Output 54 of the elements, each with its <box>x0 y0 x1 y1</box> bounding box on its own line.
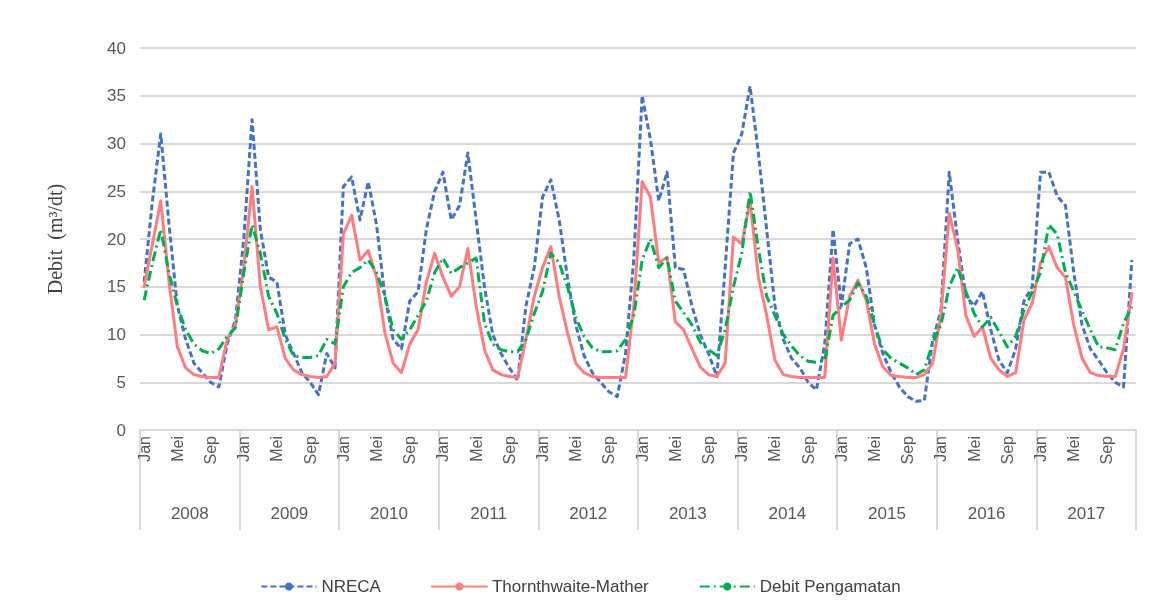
x-tick-label: Mei <box>368 436 386 462</box>
text: 2017 <box>1067 504 1106 523</box>
x-tick-label: Mei <box>866 436 884 462</box>
x-tick-label: Jan <box>334 436 352 462</box>
x-tick-label: Sep <box>1098 435 1116 465</box>
y-tick-label: 10 <box>107 325 126 344</box>
x-tick-label: Sep <box>600 435 618 465</box>
x-tick-label: Sep <box>401 435 419 465</box>
x-tick-label: Sep <box>700 435 718 465</box>
y-tick-label: 30 <box>107 134 126 153</box>
x-tick-label: Mei <box>666 436 684 462</box>
x-tick-label: Mei <box>268 436 286 462</box>
text: 2014 <box>768 504 807 523</box>
line-series <box>142 84 1134 403</box>
x-tick-label: Mei <box>168 436 186 462</box>
x-tick-label: Sep <box>500 435 518 465</box>
x-tick-label: Sep <box>899 435 917 465</box>
legend-label: Debit Pengamatan <box>759 577 901 596</box>
text: 2012 <box>569 504 608 523</box>
x-tick-label: Jan <box>135 436 153 462</box>
text: 2010 <box>370 504 408 523</box>
text: 2008 <box>170 504 209 523</box>
y-tick-label: 25 <box>107 181 126 201</box>
y-tick-label: 15 <box>107 277 126 297</box>
x-tick-label: Jan <box>733 436 751 462</box>
text: 2009 <box>270 504 309 523</box>
x-tick-label: Sep <box>998 435 1016 465</box>
y-tick-label: 35 <box>107 86 126 106</box>
x-tick-label: Sep <box>301 435 319 465</box>
x-tick-label: Jan <box>534 436 552 462</box>
x-tick-label: Jan <box>434 436 452 462</box>
text: 2016 <box>967 504 1006 523</box>
y-tick-label: 20 <box>107 229 126 249</box>
x-tick-label: Jan <box>235 436 253 462</box>
x-tick-label: Sep <box>202 435 220 465</box>
text: 2011 <box>470 504 507 523</box>
x-tick-label: Jan <box>932 436 950 462</box>
x-tick-label: Jan <box>832 436 850 462</box>
x-tick-label: Sep <box>799 435 817 465</box>
y-tick-label: 0 <box>116 420 126 440</box>
x-tick-label: Mei <box>965 436 983 462</box>
text: 2013 <box>668 504 707 523</box>
y-tick-label: 40 <box>107 38 126 58</box>
y-tick-label: 5 <box>116 372 126 392</box>
x-tick-label: Mei <box>766 436 784 462</box>
x-tick-label: Mei <box>467 436 485 462</box>
x-tick-label: Jan <box>633 436 651 462</box>
text: 2015 <box>868 504 906 523</box>
x-tick-label: Mei <box>1065 436 1083 462</box>
y-axis-title: Debit (m³/dt) <box>44 183 67 295</box>
x-tick-label: Jan <box>1032 436 1050 462</box>
x-tick-label: Mei <box>567 436 585 462</box>
legend-label: NRECA <box>321 577 382 596</box>
legend-label: Thornthwaite-Mather <box>491 577 650 596</box>
